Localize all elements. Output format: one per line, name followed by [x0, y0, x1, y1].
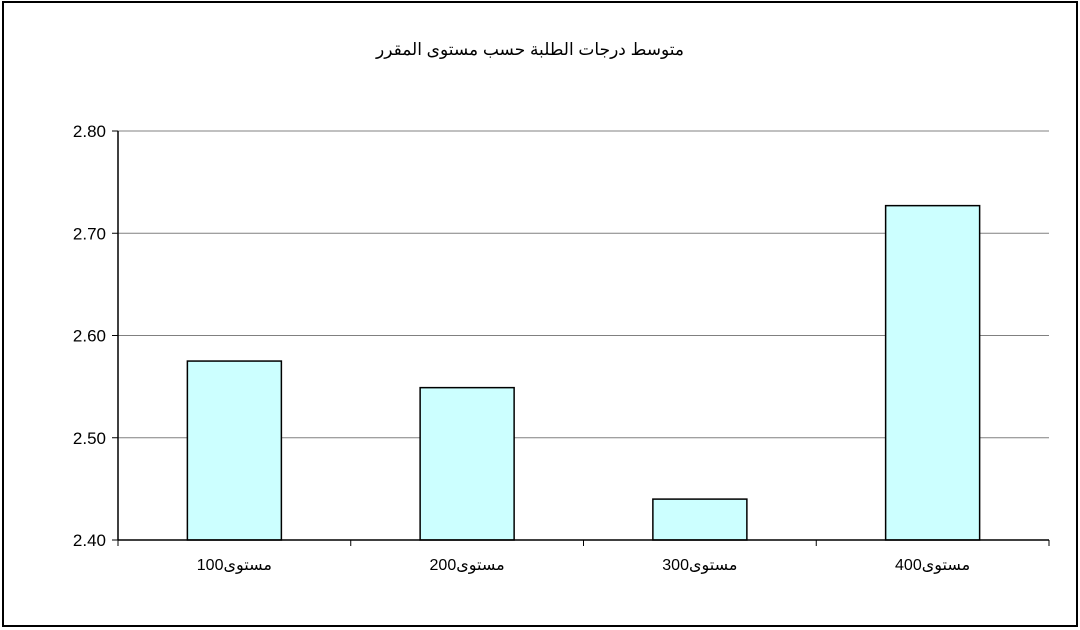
x-tick-label: مستوى400 [895, 557, 970, 575]
bar [419, 386, 515, 541]
bar-chart: متوسط درجات الطلبة حسب مستوى المقرر 2.40… [73, 40, 1050, 575]
y-tick-label: 2.60 [73, 327, 106, 346]
y-tick-label: 2.80 [73, 122, 106, 141]
axes [112, 130, 1050, 546]
y-tick-label: 2.40 [73, 531, 106, 550]
bar [652, 498, 748, 541]
x-tick-label: مستوى100 [197, 557, 272, 575]
y-tick-label: 2.50 [73, 429, 106, 448]
bars [186, 204, 981, 541]
bar [884, 204, 981, 541]
y-tick-label: 2.70 [73, 224, 106, 243]
bar [186, 360, 283, 541]
axis-labels: 2.40 2.50 2.60 2.70 2.80 مستوى100 مستوى200 مستو… [73, 122, 970, 575]
x-tick-label: مستوى200 [430, 557, 505, 575]
x-tick-label: مستوى300 [662, 557, 737, 575]
chart-title: متوسط درجات الطلبة حسب مستوى المقرر [375, 40, 684, 59]
